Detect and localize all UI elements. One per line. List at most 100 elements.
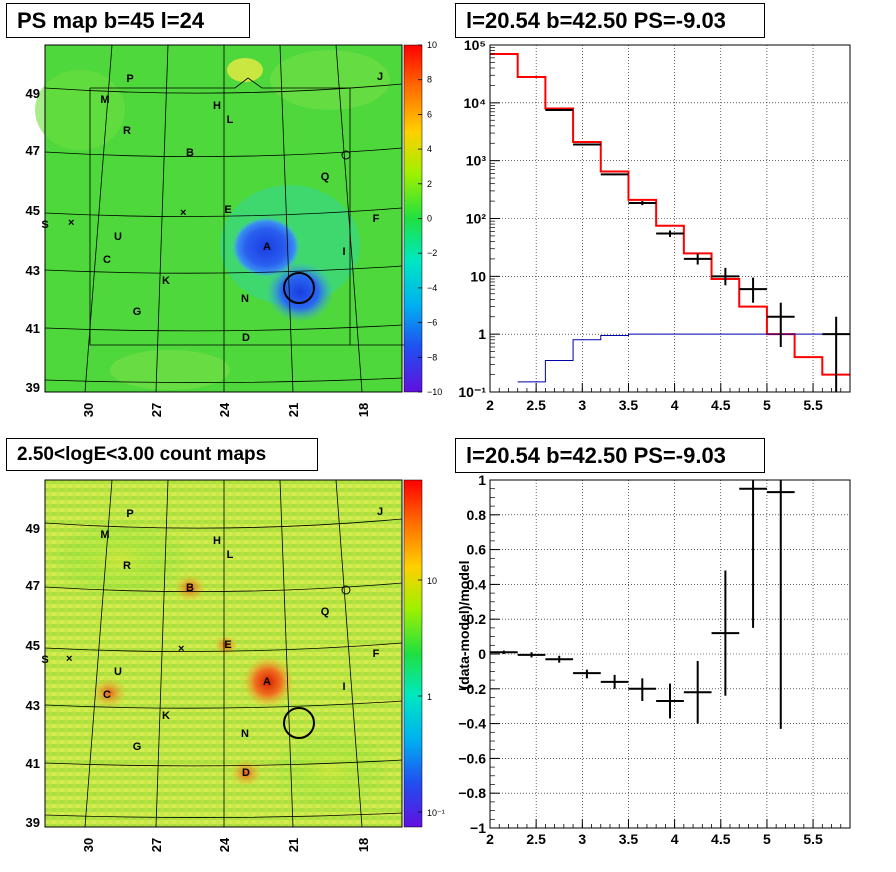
- x-tick-label: 2.5: [526, 831, 546, 847]
- count-map-source-b: [174, 574, 206, 602]
- colorbar-label: 10⁻¹: [427, 808, 445, 818]
- x-tick-label: 4.5: [711, 397, 731, 413]
- count-map-source-a: [242, 656, 294, 708]
- lat-tick-label: 39: [26, 815, 40, 830]
- source-label: E: [224, 204, 231, 216]
- ps-map-patch: [227, 58, 263, 82]
- ps-map-graticule: [44, 44, 405, 393]
- source-label: K: [162, 275, 170, 287]
- model-histogram: [490, 52, 850, 376]
- lat-tick-label: 41: [26, 756, 40, 771]
- source-label: D: [242, 767, 250, 779]
- x-tick-label: 3: [578, 831, 586, 847]
- count-map-frame: [44, 479, 403, 828]
- source-marker-x: ×: [68, 217, 74, 229]
- source-label: M: [100, 94, 109, 106]
- colorbar-label: −2: [427, 248, 437, 258]
- residual-panel: 2 2.5 3 3.5 4 4.5 5 5.5 1 0.8 0.6 0.4 0.2 0 −0.2 −0.4 −0…: [456, 472, 851, 847]
- x-tick-label: 5.5: [803, 831, 823, 847]
- source-label: A: [263, 241, 271, 253]
- y-tick-label: −0.8: [458, 785, 486, 801]
- y-tick-label: 10⁴: [464, 95, 487, 111]
- ps-map-patch: [35, 70, 125, 150]
- y-tick-label: 1: [478, 326, 486, 342]
- y-tick-label: 0.4: [467, 576, 487, 592]
- y-tick-label: −1: [470, 820, 486, 836]
- source-marker-x: ×: [178, 643, 184, 655]
- lat-tick-label: 45: [26, 638, 40, 653]
- source-label: U: [114, 666, 122, 678]
- colorbar-label: 10: [427, 576, 437, 586]
- source-label: R: [123, 560, 131, 572]
- colorbar-label: 1: [427, 692, 432, 702]
- lat-tick-label: 39: [26, 380, 40, 395]
- y-tick-label: 10: [470, 268, 486, 284]
- source-marker-x: ×: [66, 653, 72, 665]
- spectrum-title: l=20.54 b=42.50 PS=-9.03: [455, 3, 765, 38]
- x-tick-label: 3: [578, 397, 586, 413]
- lat-tick-label: 49: [26, 521, 40, 536]
- count-map-colorbar-labels: 10 1 10⁻¹: [418, 576, 445, 818]
- count-map-patch: [270, 730, 390, 810]
- ps-map-patch: [270, 50, 390, 110]
- source-label: P: [126, 508, 133, 520]
- source-label: L: [227, 114, 234, 126]
- y-tick-label: 10⁵: [464, 37, 486, 53]
- colorbar-label: 4: [427, 144, 432, 154]
- x-tick-label: 4.5: [711, 831, 731, 847]
- spectrum-panel: 2 2.5 3 3.5 4 4.5 5 5.5 10⁻¹ 1 10 10² 10³ 10⁴ 10⁵: [458, 37, 851, 413]
- x-tick-label: 3.5: [619, 831, 639, 847]
- lon-tick-label: 24: [217, 402, 232, 417]
- source-label: F: [373, 648, 380, 660]
- source-label: C: [103, 254, 111, 266]
- y-tick-label: −0.2: [458, 681, 486, 697]
- colorbar-label: 0: [427, 214, 432, 224]
- source-label: Q: [321, 606, 330, 618]
- y-tick-label: 0.8: [467, 507, 487, 523]
- lon-tick-label: 30: [81, 838, 96, 852]
- count-map-source-c: [91, 677, 127, 709]
- roi-circle: [283, 707, 315, 739]
- lat-tick-label: 43: [26, 263, 40, 278]
- ps-map-dip-a: [232, 217, 300, 277]
- source-label: J: [377, 71, 383, 83]
- count-map-title: 2.50<logE<3.00 count maps: [6, 438, 318, 471]
- ps-map-colorbar-labels: 10 8 6 4 2 0 −2 −4 −6 −8 −10: [418, 40, 442, 397]
- y-tick-label: 0.6: [467, 542, 487, 558]
- lat-tick-label: 47: [26, 143, 40, 158]
- colorbar-label: 10: [427, 40, 437, 50]
- y-tick-label: 0: [478, 646, 486, 662]
- count-map-lat-ticks: 49 47 45 43 41 39: [26, 521, 40, 830]
- lon-tick-label: 18: [356, 403, 371, 417]
- source-label: H: [213, 100, 221, 112]
- y-tick-label: 10³: [466, 153, 487, 169]
- ps-map-lat-ticks: 49 47 45 43 41 39: [26, 86, 40, 395]
- lat-tick-label: 41: [26, 321, 40, 336]
- lon-tick-label: 21: [286, 403, 301, 417]
- source-label: B: [186, 147, 194, 159]
- colorbar-label: −6: [427, 318, 437, 328]
- x-tick-label: 5.5: [803, 397, 823, 413]
- count-map-graticule: [44, 479, 403, 828]
- ps-map-frame: [44, 44, 403, 393]
- lat-tick-label: 47: [26, 578, 40, 593]
- source-label: N: [241, 293, 249, 305]
- source-label: A: [263, 676, 271, 688]
- roi-circle: [283, 272, 315, 304]
- y-tick-label: 0.2: [467, 611, 487, 627]
- source-label: H: [213, 535, 221, 547]
- y-tick-label: 10⁻¹: [458, 384, 486, 400]
- y-tick-label: 1: [478, 472, 486, 488]
- x-tick-label: 2: [486, 831, 494, 847]
- ps-map-title: PS map b=45 l=24: [6, 3, 250, 38]
- x-tick-label: 2.5: [526, 397, 546, 413]
- source-label: I: [342, 681, 345, 693]
- colorbar-label: 2: [427, 179, 432, 189]
- x-tick-label: 5: [763, 397, 771, 413]
- colorbar-label: −10: [427, 387, 442, 397]
- source-marker-circle: [341, 150, 351, 160]
- count-map-patch: [50, 520, 190, 600]
